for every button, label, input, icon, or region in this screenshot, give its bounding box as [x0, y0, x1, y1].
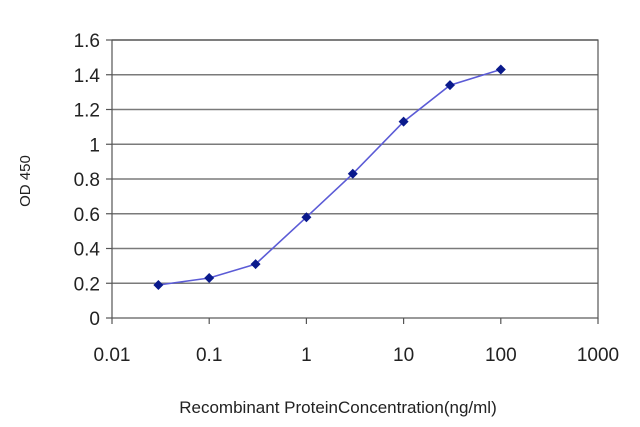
x-tick-label: 1	[301, 345, 312, 366]
x-tick-label: 1000	[577, 345, 619, 366]
data-point	[347, 168, 358, 179]
y-tick-label: 1.4	[74, 66, 101, 87]
data-point	[250, 259, 261, 270]
data-point	[204, 273, 215, 284]
y-tick-label: 1.2	[74, 101, 100, 122]
data-point	[495, 64, 506, 75]
x-tick-label: 0.1	[196, 345, 222, 366]
data-point	[398, 116, 409, 127]
y-tick-label: 0.8	[74, 170, 100, 191]
y-tick-label: 0.6	[74, 205, 100, 226]
y-axis-title: OD 450	[17, 155, 34, 207]
series-0	[153, 64, 506, 290]
y-tick-label: 1	[89, 135, 100, 156]
gridlines	[112, 39, 598, 285]
y-tick-label: 0	[89, 309, 100, 330]
y-tick-label: 1.6	[74, 31, 100, 52]
y-ticks: 0 0.2 0.4 0.6 0.8 1 1.2 1.4 1.6	[74, 31, 112, 330]
data-point	[301, 212, 312, 223]
x-tick-label: 10	[393, 345, 414, 366]
x-tick-label: 100	[485, 345, 517, 366]
y-tick-label: 0.4	[74, 240, 101, 261]
data-point	[444, 80, 455, 91]
x-axis-title: Recombinant ProteinConcentration(ng/ml)	[179, 398, 497, 417]
series-line	[158, 68, 502, 286]
x-ticks: 0.01 0.1 1 10 100 1000	[94, 318, 619, 366]
y-tick-label: 0.2	[74, 274, 100, 295]
x-tick-label: 0.01	[94, 345, 131, 366]
data-point	[153, 279, 164, 290]
